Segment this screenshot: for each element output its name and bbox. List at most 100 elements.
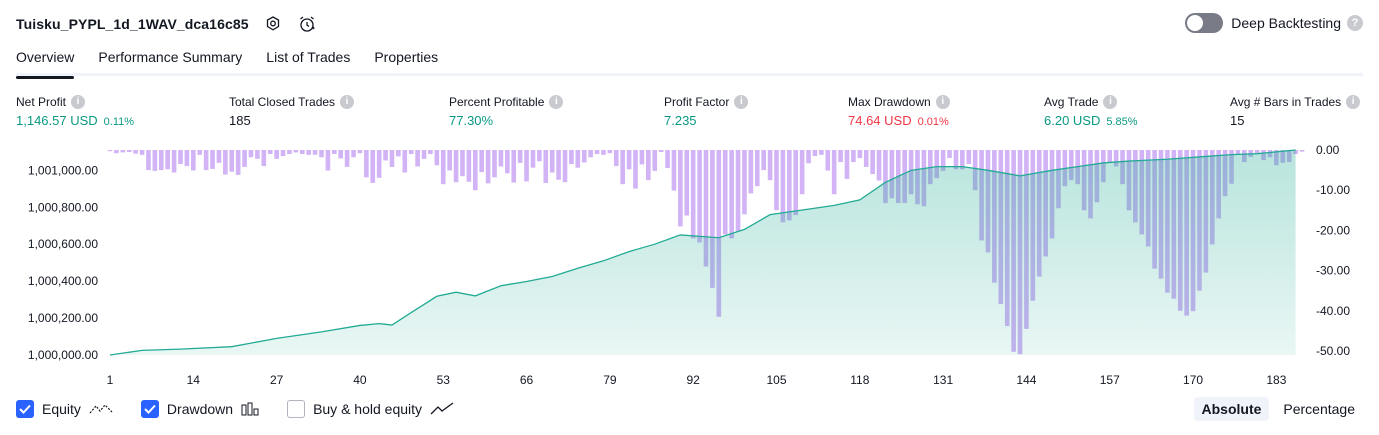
drawdown-bar [755,150,760,186]
x-axis-tick: 40 [353,373,367,387]
absolute-button[interactable]: Absolute [1194,397,1270,421]
drawdown-checkbox[interactable] [141,400,159,418]
drawdown-bar [281,150,286,156]
gear-icon[interactable] [263,14,283,34]
drawdown-bar [127,150,132,152]
drawdown-bar [646,150,651,180]
metric-label: Net Profit [16,95,66,109]
drawdown-bar [191,150,196,171]
drawdown-bar [582,150,587,162]
drawdown-bar [761,150,766,170]
info-icon[interactable]: i [1346,95,1360,109]
deep-backtesting-toggle[interactable] [1185,13,1223,33]
drawdown-bar [601,150,606,155]
drawdown-bar [415,150,420,166]
info-icon[interactable]: i [734,95,748,109]
tab-list-of-trades[interactable]: List of Trades [266,44,350,76]
drawdown-bar [479,150,484,172]
drawdown-bar [652,150,657,171]
drawdown-bar [511,150,516,183]
drawdown-bar [236,150,241,175]
drawdown-bar [377,150,382,178]
metric-percent-profitable: Percent Profitable i 77.30% [449,94,563,128]
drawdown-bar [364,150,369,177]
x-axis-tick: 157 [1100,373,1120,387]
drawdown-bar [140,150,145,155]
drawdown-bar [473,150,478,190]
left-axis-tick: 1,001,000.00 [28,163,98,177]
equity-checkbox[interactable] [16,400,34,418]
info-icon[interactable]: i [1103,95,1117,109]
equity-line-icon [89,402,113,416]
drawdown-bar [210,150,215,169]
metric-label: Profit Factor [664,95,729,109]
metric-value: 15 [1230,113,1244,128]
left-axis-tick: 1,000,400.00 [28,274,98,288]
drawdown-bar [640,150,645,164]
alarm-clock-icon[interactable] [297,14,317,34]
legend-label: Drawdown [167,401,233,417]
drawdown-bar [723,150,728,234]
legend-equity[interactable]: Equity [16,400,113,418]
drawdown-bar [383,150,388,160]
drawdown-bar [851,150,856,162]
legend-drawdown[interactable]: Drawdown [141,400,259,418]
drawdown-bar [742,150,747,214]
drawdown-bar [736,150,741,231]
drawdown-bar [614,150,619,166]
percentage-button[interactable]: Percentage [1275,397,1363,421]
drawdown-bar [294,150,299,152]
drawdown-bar [665,150,670,168]
drawdown-bar [300,150,305,154]
drawdown-bar [153,150,158,171]
x-axis-tick: 105 [766,373,786,387]
metric-profit-factor: Profit Factor i 7.235 [664,94,748,128]
drawdown-bar [326,150,331,171]
drawdown-bar [454,150,459,182]
drawdown-bar [435,150,440,165]
drawdown-bar [287,150,292,154]
metric-value: 7.235 [664,113,697,128]
drawdown-bar [185,150,190,166]
tab-properties[interactable]: Properties [374,44,438,76]
drawdown-bar [223,150,228,175]
help-icon[interactable]: ? [1347,15,1363,31]
drawdown-bar [774,150,779,210]
left-axis-tick: 1,000,200.00 [28,311,98,325]
drawdown-bar [306,150,311,155]
drawdown-bar [678,150,683,226]
metric-max-drawdown: Max Drawdown i 74.64 USD 0.01% [848,94,950,128]
info-icon[interactable]: i [71,95,85,109]
drawdown-bar [159,150,164,170]
drawdown-bar [204,150,209,170]
legend-buy-hold[interactable]: Buy & hold equity [287,400,454,418]
drawdown-bar [543,150,548,183]
scale-mode: Absolute Percentage [1188,397,1364,421]
drawdown-bar [524,150,529,181]
drawdown-bar [627,150,632,169]
x-axis-tick: 118 [850,373,869,387]
metric-value: 77.30% [449,113,493,128]
info-icon[interactable]: i [340,95,354,109]
x-axis-tick: 1 [107,373,114,387]
drawdown-bar [768,150,773,180]
drawdown-bar [146,150,151,170]
info-icon[interactable]: i [936,95,950,109]
x-axis: 1 14 27 40 53 66 79 92 105 118 131 144 157 170 183 [107,373,1287,387]
drawdown-bar [313,150,318,155]
buy-hold-checkbox[interactable] [287,400,305,418]
drawdown-bar [781,150,786,222]
drawdown-bar [255,150,260,159]
tab-performance-summary[interactable]: Performance Summary [98,44,242,76]
right-axis: 0.00-10.00-20.00-30.00-40.00-50.00 [1316,143,1350,358]
tab-overview[interactable]: Overview [16,44,74,76]
drawdown-bar [518,150,523,163]
right-axis-tick: -40.00 [1316,304,1350,318]
x-axis-tick: 53 [437,373,451,387]
drawdown-bar [550,150,555,173]
x-axis-tick: 144 [1016,373,1036,387]
equity-drawdown-chart[interactable]: 1,000,000.00 1,000,200.00 1,000,400.00 1,00… [0,140,1379,392]
metric-value: 6.20 USD [1044,113,1100,128]
drawdown-bar [197,150,202,155]
info-icon[interactable]: i [549,95,563,109]
